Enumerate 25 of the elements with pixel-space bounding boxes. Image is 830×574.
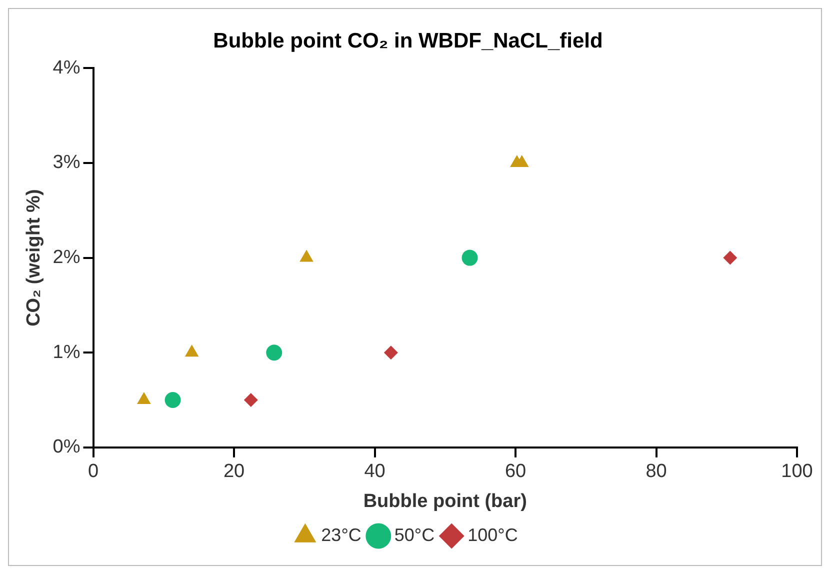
- x-axis-title: Bubble point (bar): [363, 490, 527, 512]
- point: [300, 250, 314, 262]
- chart-title: Bubble point CO₂ in WBDF_NaCL_field: [213, 29, 603, 52]
- point: [462, 250, 478, 266]
- point: [184, 344, 199, 357]
- y-tick-label: 3%: [52, 152, 80, 174]
- legend-label: 23°C: [321, 524, 362, 545]
- point: [164, 392, 181, 408]
- x-tick-label: 0: [88, 461, 99, 482]
- point: [723, 250, 738, 265]
- y-tick-label: 2%: [52, 247, 80, 268]
- y-tick-label: 1%: [52, 342, 80, 363]
- y-tick-label: 0%: [52, 436, 80, 458]
- x-tick-label: 40: [364, 461, 386, 482]
- legend-label: 50°C: [394, 524, 435, 545]
- point: [244, 393, 258, 407]
- legend-label: 100°C: [468, 524, 518, 545]
- y-tick-label: 4%: [52, 57, 80, 78]
- point: [266, 344, 282, 361]
- point: [384, 346, 398, 360]
- x-tick-label: 20: [223, 461, 245, 482]
- y-axis-title: CO₂ (weight %): [24, 189, 45, 326]
- x-tick-label: 60: [504, 461, 526, 482]
- x-tick-label: 100: [781, 461, 813, 482]
- x-tick-label: 80: [646, 461, 667, 482]
